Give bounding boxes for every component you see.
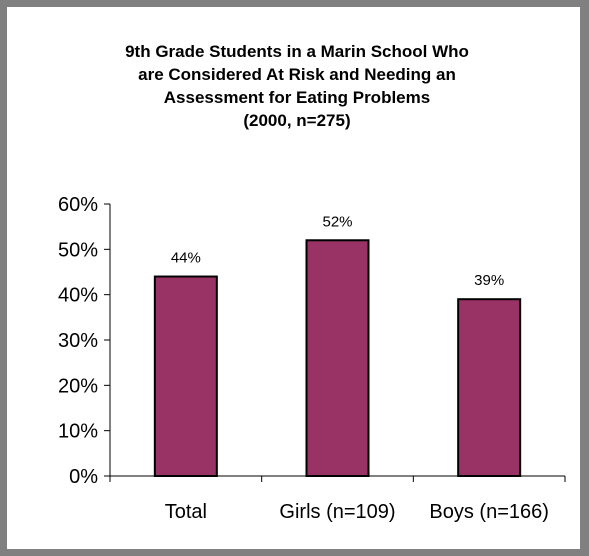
chart-title-line-1: 9th Grade Students in a Marin School Who: [125, 42, 469, 61]
chart-title-line-3: Assessment for Eating Problems: [163, 88, 431, 107]
y-tick-label: 0%: [69, 466, 98, 488]
bar: [305, 239, 370, 477]
y-tick-label: 50%: [58, 239, 98, 261]
x-tick-label: Total: [165, 501, 207, 523]
bar: [457, 298, 522, 478]
chart-title-line-4: (2000, n=275): [243, 111, 351, 130]
data-label: 44%: [171, 250, 201, 267]
y-tick-label: 40%: [58, 285, 98, 307]
bar: [153, 275, 218, 477]
data-label: 52%: [322, 213, 352, 230]
chart-title-line-2: are Considered At Risk and Needing an: [138, 65, 456, 84]
y-tick-label: 20%: [58, 375, 98, 397]
x-tick-label: Boys (n=166): [429, 501, 549, 523]
data-label: 39%: [474, 272, 504, 289]
y-tick-label: 60%: [58, 194, 98, 216]
chart-title: 9th Grade Students in a Marin School Who…: [47, 40, 547, 132]
y-tick-label: 10%: [58, 421, 98, 443]
x-tick-label: Girls (n=109): [279, 501, 395, 523]
y-tick-label: 30%: [58, 330, 98, 352]
